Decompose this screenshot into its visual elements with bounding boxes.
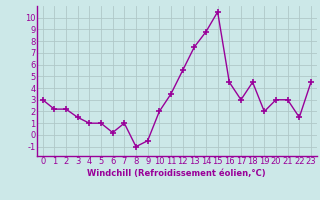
X-axis label: Windchill (Refroidissement éolien,°C): Windchill (Refroidissement éolien,°C) bbox=[87, 169, 266, 178]
